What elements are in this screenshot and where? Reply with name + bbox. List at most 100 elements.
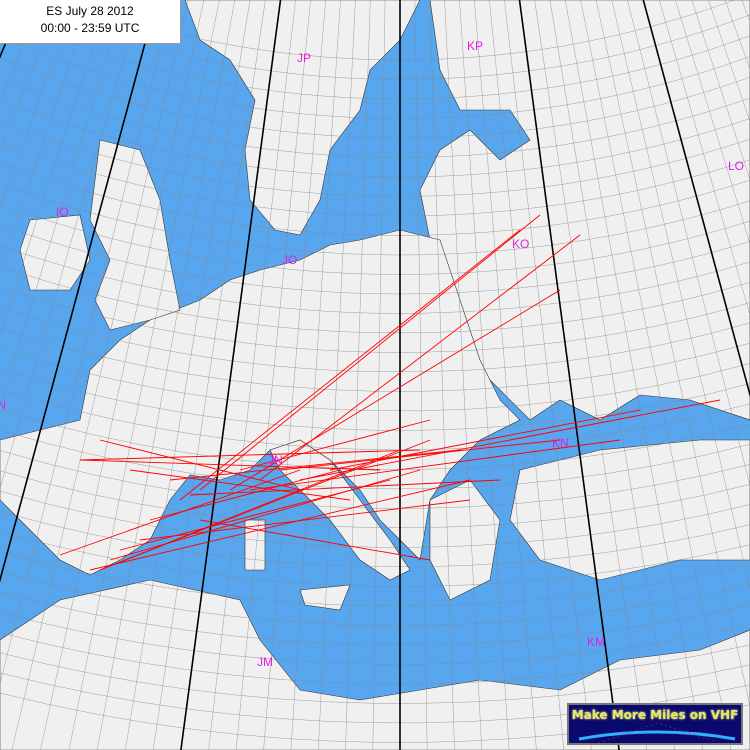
sub-latitude-line [0,78,750,158]
sub-longitude-line [580,0,732,750]
sub-latitude-line [0,470,750,529]
sub-latitude-line [0,286,750,353]
locator-label-lo: LO [728,159,744,173]
locator-label-in: IN [0,398,6,412]
sub-longitude-line [0,0,125,408]
mmmonvhf-logo[interactable]: Make More Miles on VHF [567,703,743,745]
es-path-line [329,409,641,471]
sub-latitude-line [0,389,750,451]
locator-label-io: IO [56,205,69,219]
sub-longitude-line [0,0,76,209]
es-path-line [59,469,301,556]
sub-latitude-line [0,141,750,217]
locator-label-ko: KO [512,237,529,251]
locator-label-jp: JP [297,51,311,65]
sub-longitude-line [611,0,750,589]
sub-latitude-line [0,348,750,412]
land-scandinavia [184,0,421,236]
logo-text: Make More Miles on VHF [571,708,739,722]
sub-latitude-line [0,632,750,685]
locator-label-km: KM [587,635,605,649]
map-title: ES July 28 2012 [46,4,134,18]
es-path-line [169,449,461,481]
sub-latitude-line [0,430,750,490]
sub-longitude-line [459,0,510,750]
sub-latitude-line [0,57,750,139]
sub-longitude-line [345,0,371,750]
longitude-line [518,0,620,750]
locator-label-jm: JM [257,655,273,669]
sub-longitude-line [414,0,428,750]
title-box: ES July 28 2012 00:00 - 23:59 UTC [0,0,181,44]
sub-longitude-line [474,0,537,750]
es-path-line [299,399,721,481]
sub-longitude-line [290,0,341,750]
es-path-line [189,479,501,496]
land-sicily [299,584,351,611]
es-path-line [79,459,381,471]
sub-latitude-line [0,490,750,548]
sub-latitude-line [0,120,750,197]
sub-longitude-line [675,0,750,245]
sub-longitude-line [68,0,220,750]
logo-horizon-icon [578,722,736,743]
sub-longitude-line [372,0,386,750]
sub-longitude-line [549,0,675,750]
sub-latitude-line [0,307,750,373]
locator-label-kp: KP [467,39,483,53]
es-path-line [239,419,431,471]
sub-latitude-line [0,652,750,704]
sub-longitude-line [0,0,173,684]
es-path-line [129,469,351,501]
sub-latitude-line [0,571,750,626]
es-path-line [229,289,561,491]
sub-latitude-line [0,266,750,334]
sub-longitude-line [235,0,311,750]
sub-longitude-line [0,0,92,269]
longitude-line [642,0,750,398]
sub-longitude-line [40,0,205,750]
sub-longitude-line [263,0,326,750]
sub-latitude-line [0,183,750,256]
sub-longitude-line [97,0,235,750]
sub-longitude-line [0,0,109,335]
sub-longitude-line [565,0,703,750]
sub-longitude-line [11,0,189,750]
es-path-line [249,439,621,491]
locator-label-jn: JN [268,453,283,467]
sub-latitude-line [0,450,750,509]
locator-label-kn: KN [552,436,569,450]
longitude-line [180,0,282,750]
es-path-line [99,449,401,571]
sub-longitude-line [691,0,750,181]
sub-longitude-line [0,0,141,490]
sub-latitude-line [0,409,750,470]
sub-longitude-line [489,0,565,750]
locator-field-labels: JP KP IO JO KO LO IN JN KN JM KM [0,39,744,669]
es-path-line [179,229,521,501]
es-path-line [279,439,561,471]
sub-latitude-line [0,551,750,607]
es-path-line [89,479,471,571]
es-path-line [199,214,541,491]
sub-longitude-line [504,0,592,750]
sub-longitude-line [208,0,296,750]
sub-latitude-line [0,36,750,119]
time-range: 00:00 - 23:59 UTC [40,21,140,35]
sub-longitude-line [125,0,251,750]
sub-longitude-line [444,0,482,750]
sub-latitude-line [0,531,750,587]
land-sardinia [244,519,266,571]
sub-latitude-line [0,327,750,392]
es-path-line [139,499,471,541]
land-africa [0,579,750,750]
land-britain [89,139,181,331]
sub-latitude-line [0,511,750,568]
sub-latitude-line [0,245,750,314]
sub-latitude-line [0,204,750,275]
sub-longitude-line [659,0,750,316]
es-path-line [79,449,421,461]
es-paths [59,214,721,571]
